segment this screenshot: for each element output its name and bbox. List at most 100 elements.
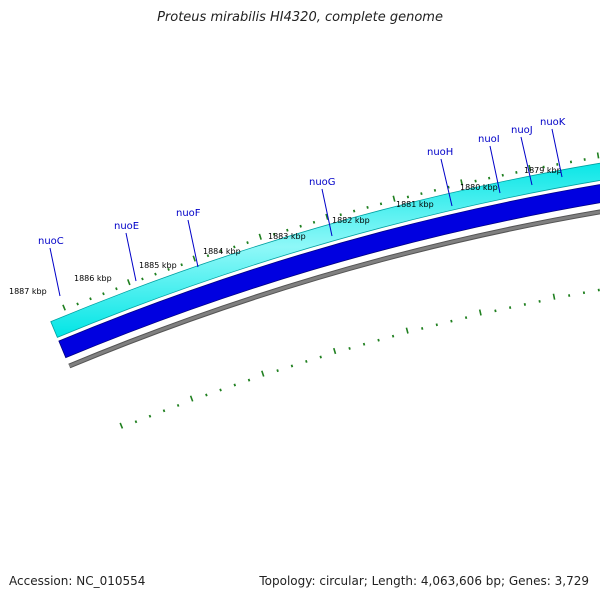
outer-tick [167,267,170,271]
gene-label[interactable]: nuoE [114,221,139,232]
inner-tick [421,327,424,330]
reverse-cds-track [58,181,600,359]
genome-info-label: Topology: circular; Length: 4,063,606 bp… [259,574,589,588]
forward-cds-block[interactable] [50,157,600,338]
outer-tick [246,241,249,245]
outer-tick [447,185,450,189]
inner-tick [290,364,294,368]
outer-tick [192,255,196,262]
gene-label[interactable]: nuoI [478,134,500,145]
inner-tick [391,334,395,338]
gene-labels: nuoC nuoE nuoF nuoG nuoH nuoI nuoJ nuoK [38,117,566,297]
inner-tick [233,383,237,387]
outer-tick [488,176,491,180]
inner-tick [148,414,152,418]
outer-tick [366,205,369,209]
outer-tick [89,297,92,301]
inner-tick [333,347,337,355]
outer-tick [286,228,289,232]
inner-tick [319,355,322,359]
inner-tick [189,395,194,402]
kbp-label: 1885 kbp [139,261,177,270]
inner-tick [377,338,380,342]
gene-leader-line [187,219,199,268]
gene-label[interactable]: nuoH [427,147,453,158]
outer-tick [258,233,262,240]
kbp-label: 1879 kbp [524,166,562,175]
outer-tick [433,188,437,192]
outer-tick [115,287,118,291]
outer-tick-track [62,152,600,311]
outer-tick [76,302,79,306]
inner-tick [405,327,409,334]
kbp-label: 1882 kbp [332,216,370,225]
outer-tick [339,213,342,217]
inner-tick-track [119,288,600,429]
map-title: Proteus mirabilis HI4320, complete genom… [157,10,443,25]
inner-tick [435,323,438,327]
gene-leader-line [520,136,533,186]
outer-tick [406,195,410,199]
gene-label[interactable]: nuoK [540,117,566,128]
outer-tick [180,263,183,267]
inner-tick [119,422,124,429]
gene-label[interactable]: nuoJ [511,125,533,136]
accession-label: Accession: NC_010554 [9,574,146,588]
outer-tick [501,173,504,177]
outer-tick [62,304,66,311]
gene-leader-line [551,128,563,178]
gene-label[interactable]: nuoG [309,177,336,188]
inner-tick [176,403,180,407]
outer-tick [474,179,477,183]
kbp-label: 1886 kbp [74,274,112,283]
outer-tick [219,249,223,253]
inner-tick [305,359,308,363]
inner-tick [362,342,366,346]
gene-label[interactable]: nuoC [38,236,64,247]
kbp-label: 1884 kbp [203,247,241,256]
outer-tick [528,164,532,172]
inner-tick [464,316,468,320]
outer-tick [379,202,383,206]
backbone-arc-inner [68,210,600,368]
inner-tick [219,388,222,392]
outer-tick [272,232,276,236]
outer-tick [233,245,236,249]
inner-tick [508,306,512,310]
inner-tick [261,370,265,377]
gene-leader-line [440,158,453,207]
outer-tick [154,272,157,276]
outer-tick [127,279,131,286]
outer-tick [312,220,316,224]
inner-tick [494,309,497,313]
outer-tick [392,195,396,202]
outer-tick [299,224,302,228]
outer-tick [102,292,105,296]
gene-leader-line [321,188,333,237]
kbp-labels: 1887 kbp 1886 kbp 1885 kbp 1884 kbp 1883 kbp… [9,166,562,296]
inner-tick [276,369,279,373]
outer-tick [206,254,210,258]
inner-tick [552,293,556,300]
kbp-label: 1887 kbp [9,287,47,296]
outer-tick [596,152,600,159]
inner-tick [162,409,166,413]
gene-leader-line [125,232,137,282]
gene-label[interactable]: nuoF [176,208,201,219]
gene-leader-line [489,145,501,194]
inner-tick [247,378,251,382]
outer-tick [352,209,356,213]
backbone-track [68,209,600,369]
forward-cds-track [50,157,600,338]
kbp-label: 1881 kbp [396,200,434,209]
gene-leader-line [49,247,61,297]
inner-tick [538,299,541,303]
reverse-cds-arrow[interactable] [58,181,600,359]
outer-tick [420,192,423,196]
inner-tick [205,393,208,397]
outer-tick [141,277,144,281]
inner-tick [450,319,453,323]
outer-tick [460,179,464,186]
